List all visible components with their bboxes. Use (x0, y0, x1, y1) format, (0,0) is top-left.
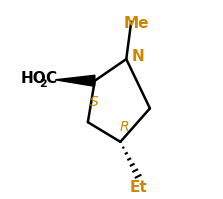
Text: C: C (45, 71, 57, 86)
Text: Me: Me (123, 16, 149, 31)
Text: S: S (90, 96, 99, 109)
Text: 2: 2 (40, 79, 47, 89)
Polygon shape (55, 75, 95, 86)
Text: R: R (120, 120, 129, 134)
Text: HO: HO (21, 71, 47, 86)
Text: N: N (131, 49, 144, 64)
Text: Et: Et (129, 180, 147, 195)
